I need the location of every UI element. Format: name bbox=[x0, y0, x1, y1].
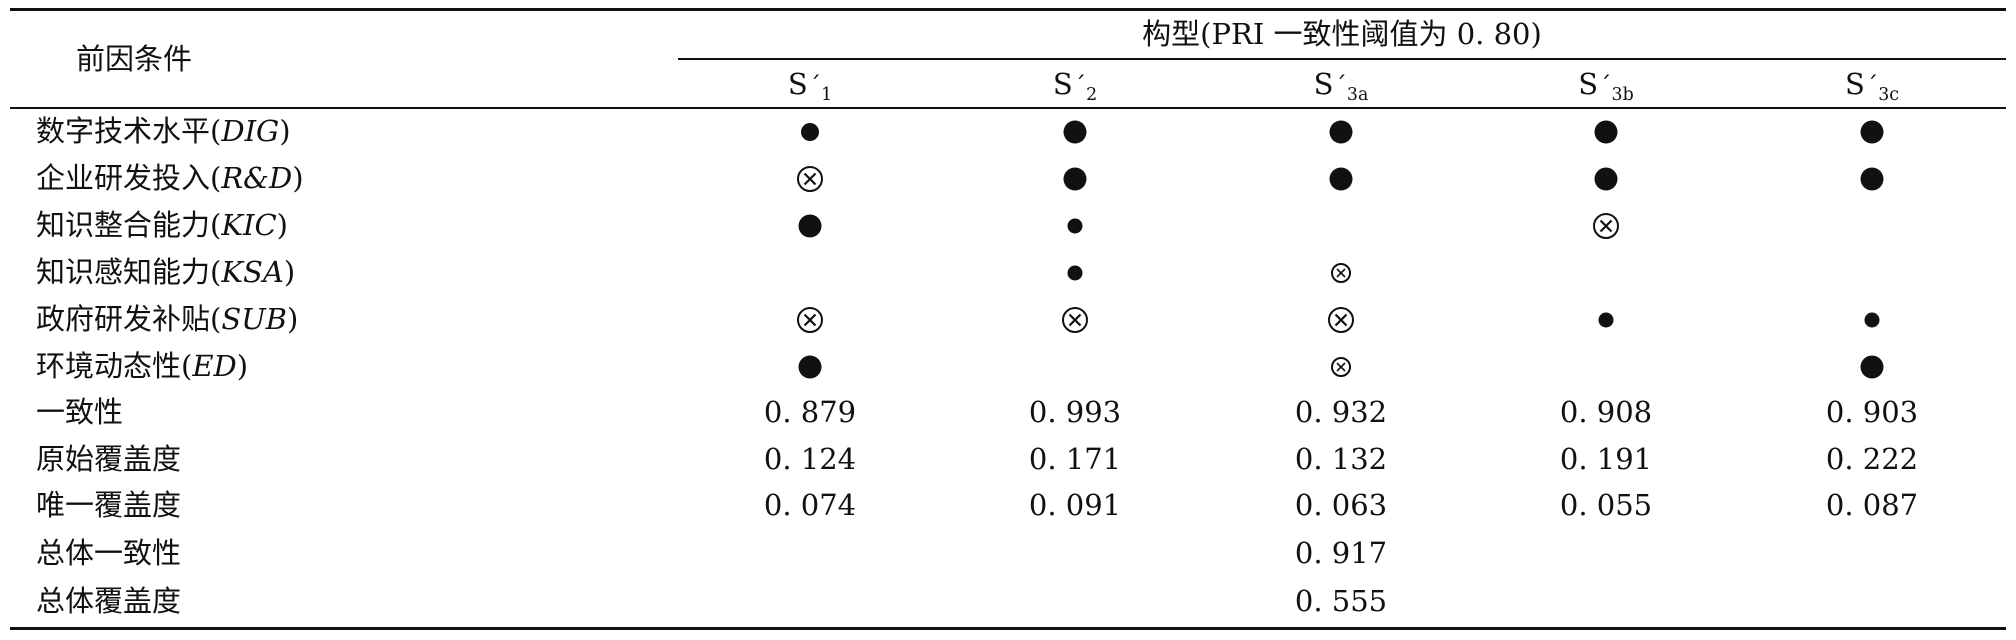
overall-consistency-value: 0. 917 bbox=[1294, 536, 1388, 570]
top-rule bbox=[10, 8, 2006, 11]
overall-coverage-value: 0. 555 bbox=[1294, 584, 1388, 618]
core-present-circle-icon bbox=[1329, 167, 1353, 191]
condition-name: 企业研发投入 bbox=[36, 161, 211, 195]
config-underline bbox=[678, 58, 2006, 60]
condition-code: KSA bbox=[221, 255, 284, 289]
core-present-circle-icon bbox=[801, 123, 819, 141]
col-base: S bbox=[1052, 67, 1073, 101]
col-prime: ´ bbox=[1334, 71, 1347, 100]
col-prime: ´ bbox=[1865, 71, 1879, 100]
row-label-raw-coverage: 原始覆盖度 bbox=[36, 442, 182, 476]
row-label-unique-coverage: 唯一覆盖度 bbox=[36, 488, 182, 522]
peripheral-present-circle-icon bbox=[1598, 312, 1614, 328]
core-present-circle-icon bbox=[1063, 120, 1087, 144]
condition-code: ED bbox=[192, 349, 237, 383]
column-header-s3c: S´3c bbox=[1845, 70, 1899, 104]
header-bottom-rule bbox=[10, 107, 2006, 109]
condition-name: 政府研发补贴 bbox=[36, 302, 211, 336]
peripheral-present-circle-icon bbox=[1067, 265, 1083, 281]
raw-coverage-value: 0. 171 bbox=[1028, 442, 1122, 476]
col-sub: 3b bbox=[1611, 85, 1634, 106]
col-base: S bbox=[1578, 67, 1599, 101]
config-header: 构型(PRI 一致性阈值为 0. 80) bbox=[1142, 17, 1542, 51]
core-present-circle-icon bbox=[1594, 167, 1618, 191]
core-present-circle-icon bbox=[1860, 120, 1884, 144]
row-label-rd: 企业研发投入(R&D) bbox=[36, 161, 304, 195]
condition-name: 环境动态性 bbox=[36, 349, 182, 383]
antecedent-header: 前因条件 bbox=[76, 42, 193, 76]
peripheral-present-circle-icon bbox=[1067, 218, 1083, 234]
unique-coverage-value: 0. 074 bbox=[763, 488, 857, 522]
raw-coverage-value: 0. 222 bbox=[1825, 442, 1919, 476]
unique-coverage-value: 0. 055 bbox=[1559, 488, 1653, 522]
column-header-s3a: S´3a bbox=[1314, 70, 1369, 104]
column-header-s1: S´1 bbox=[788, 70, 832, 104]
consistency-value: 0. 993 bbox=[1028, 395, 1122, 429]
peripheral-absent-circled-x-icon bbox=[1331, 357, 1351, 377]
col-base: S bbox=[1313, 67, 1334, 101]
col-base: S bbox=[1844, 67, 1865, 101]
column-header-s2: S´2 bbox=[1053, 70, 1097, 104]
core-absent-circled-x-icon bbox=[797, 166, 823, 192]
col-base: S bbox=[787, 67, 808, 101]
row-label-consistency: 一致性 bbox=[36, 395, 124, 429]
core-present-circle-icon bbox=[1063, 167, 1087, 191]
core-present-circle-icon bbox=[1860, 167, 1884, 191]
col-sub: 2 bbox=[1086, 85, 1098, 106]
row-label-overall-consistency: 总体一致性 bbox=[36, 536, 182, 570]
col-prime: ´ bbox=[808, 71, 822, 100]
core-absent-circled-x-icon bbox=[1593, 213, 1619, 239]
core-present-circle-icon bbox=[798, 355, 822, 379]
unique-coverage-value: 0. 087 bbox=[1825, 488, 1919, 522]
condition-code: SUB bbox=[221, 302, 287, 336]
condition-name: 知识整合能力 bbox=[36, 208, 211, 242]
raw-coverage-value: 0. 132 bbox=[1294, 442, 1388, 476]
condition-code: KIC bbox=[221, 208, 277, 242]
peripheral-present-circle-icon bbox=[1864, 312, 1880, 328]
consistency-value: 0. 879 bbox=[763, 395, 857, 429]
peripheral-absent-circled-x-icon bbox=[1331, 263, 1351, 283]
bottom-rule bbox=[10, 627, 2006, 630]
core-present-circle-icon bbox=[1329, 120, 1353, 144]
condition-code: R&D bbox=[221, 161, 293, 195]
row-label-kic: 知识整合能力(KIC) bbox=[36, 208, 288, 242]
unique-coverage-value: 0. 091 bbox=[1028, 488, 1122, 522]
core-absent-circled-x-icon bbox=[1062, 307, 1088, 333]
col-prime: ´ bbox=[1073, 71, 1087, 100]
row-label-sub: 政府研发补贴(SUB) bbox=[36, 302, 299, 336]
condition-name: 知识感知能力 bbox=[36, 255, 211, 289]
condition-code: DIG bbox=[221, 114, 280, 148]
core-absent-circled-x-icon bbox=[797, 307, 823, 333]
condition-name: 数字技术水平 bbox=[36, 114, 211, 148]
consistency-value: 0. 932 bbox=[1294, 395, 1388, 429]
raw-coverage-value: 0. 124 bbox=[763, 442, 857, 476]
unique-coverage-value: 0. 063 bbox=[1294, 488, 1388, 522]
row-label-dig: 数字技术水平(DIG) bbox=[36, 114, 291, 148]
row-label-ed: 环境动态性(ED) bbox=[36, 349, 249, 383]
col-sub: 1 bbox=[821, 85, 833, 106]
col-sub: 3c bbox=[1878, 85, 1900, 106]
core-present-circle-icon bbox=[1860, 355, 1884, 379]
consistency-value: 0. 903 bbox=[1825, 395, 1919, 429]
core-present-circle-icon bbox=[1594, 120, 1618, 144]
col-prime: ´ bbox=[1599, 71, 1612, 100]
column-header-s3b: S´3b bbox=[1578, 70, 1633, 104]
core-present-circle-icon bbox=[798, 214, 822, 238]
raw-coverage-value: 0. 191 bbox=[1559, 442, 1653, 476]
row-label-ksa: 知识感知能力(KSA) bbox=[36, 255, 296, 289]
core-absent-circled-x-icon bbox=[1328, 307, 1354, 333]
row-label-overall-coverage: 总体覆盖度 bbox=[36, 584, 182, 618]
consistency-value: 0. 908 bbox=[1559, 395, 1653, 429]
col-sub: 3a bbox=[1346, 85, 1369, 106]
